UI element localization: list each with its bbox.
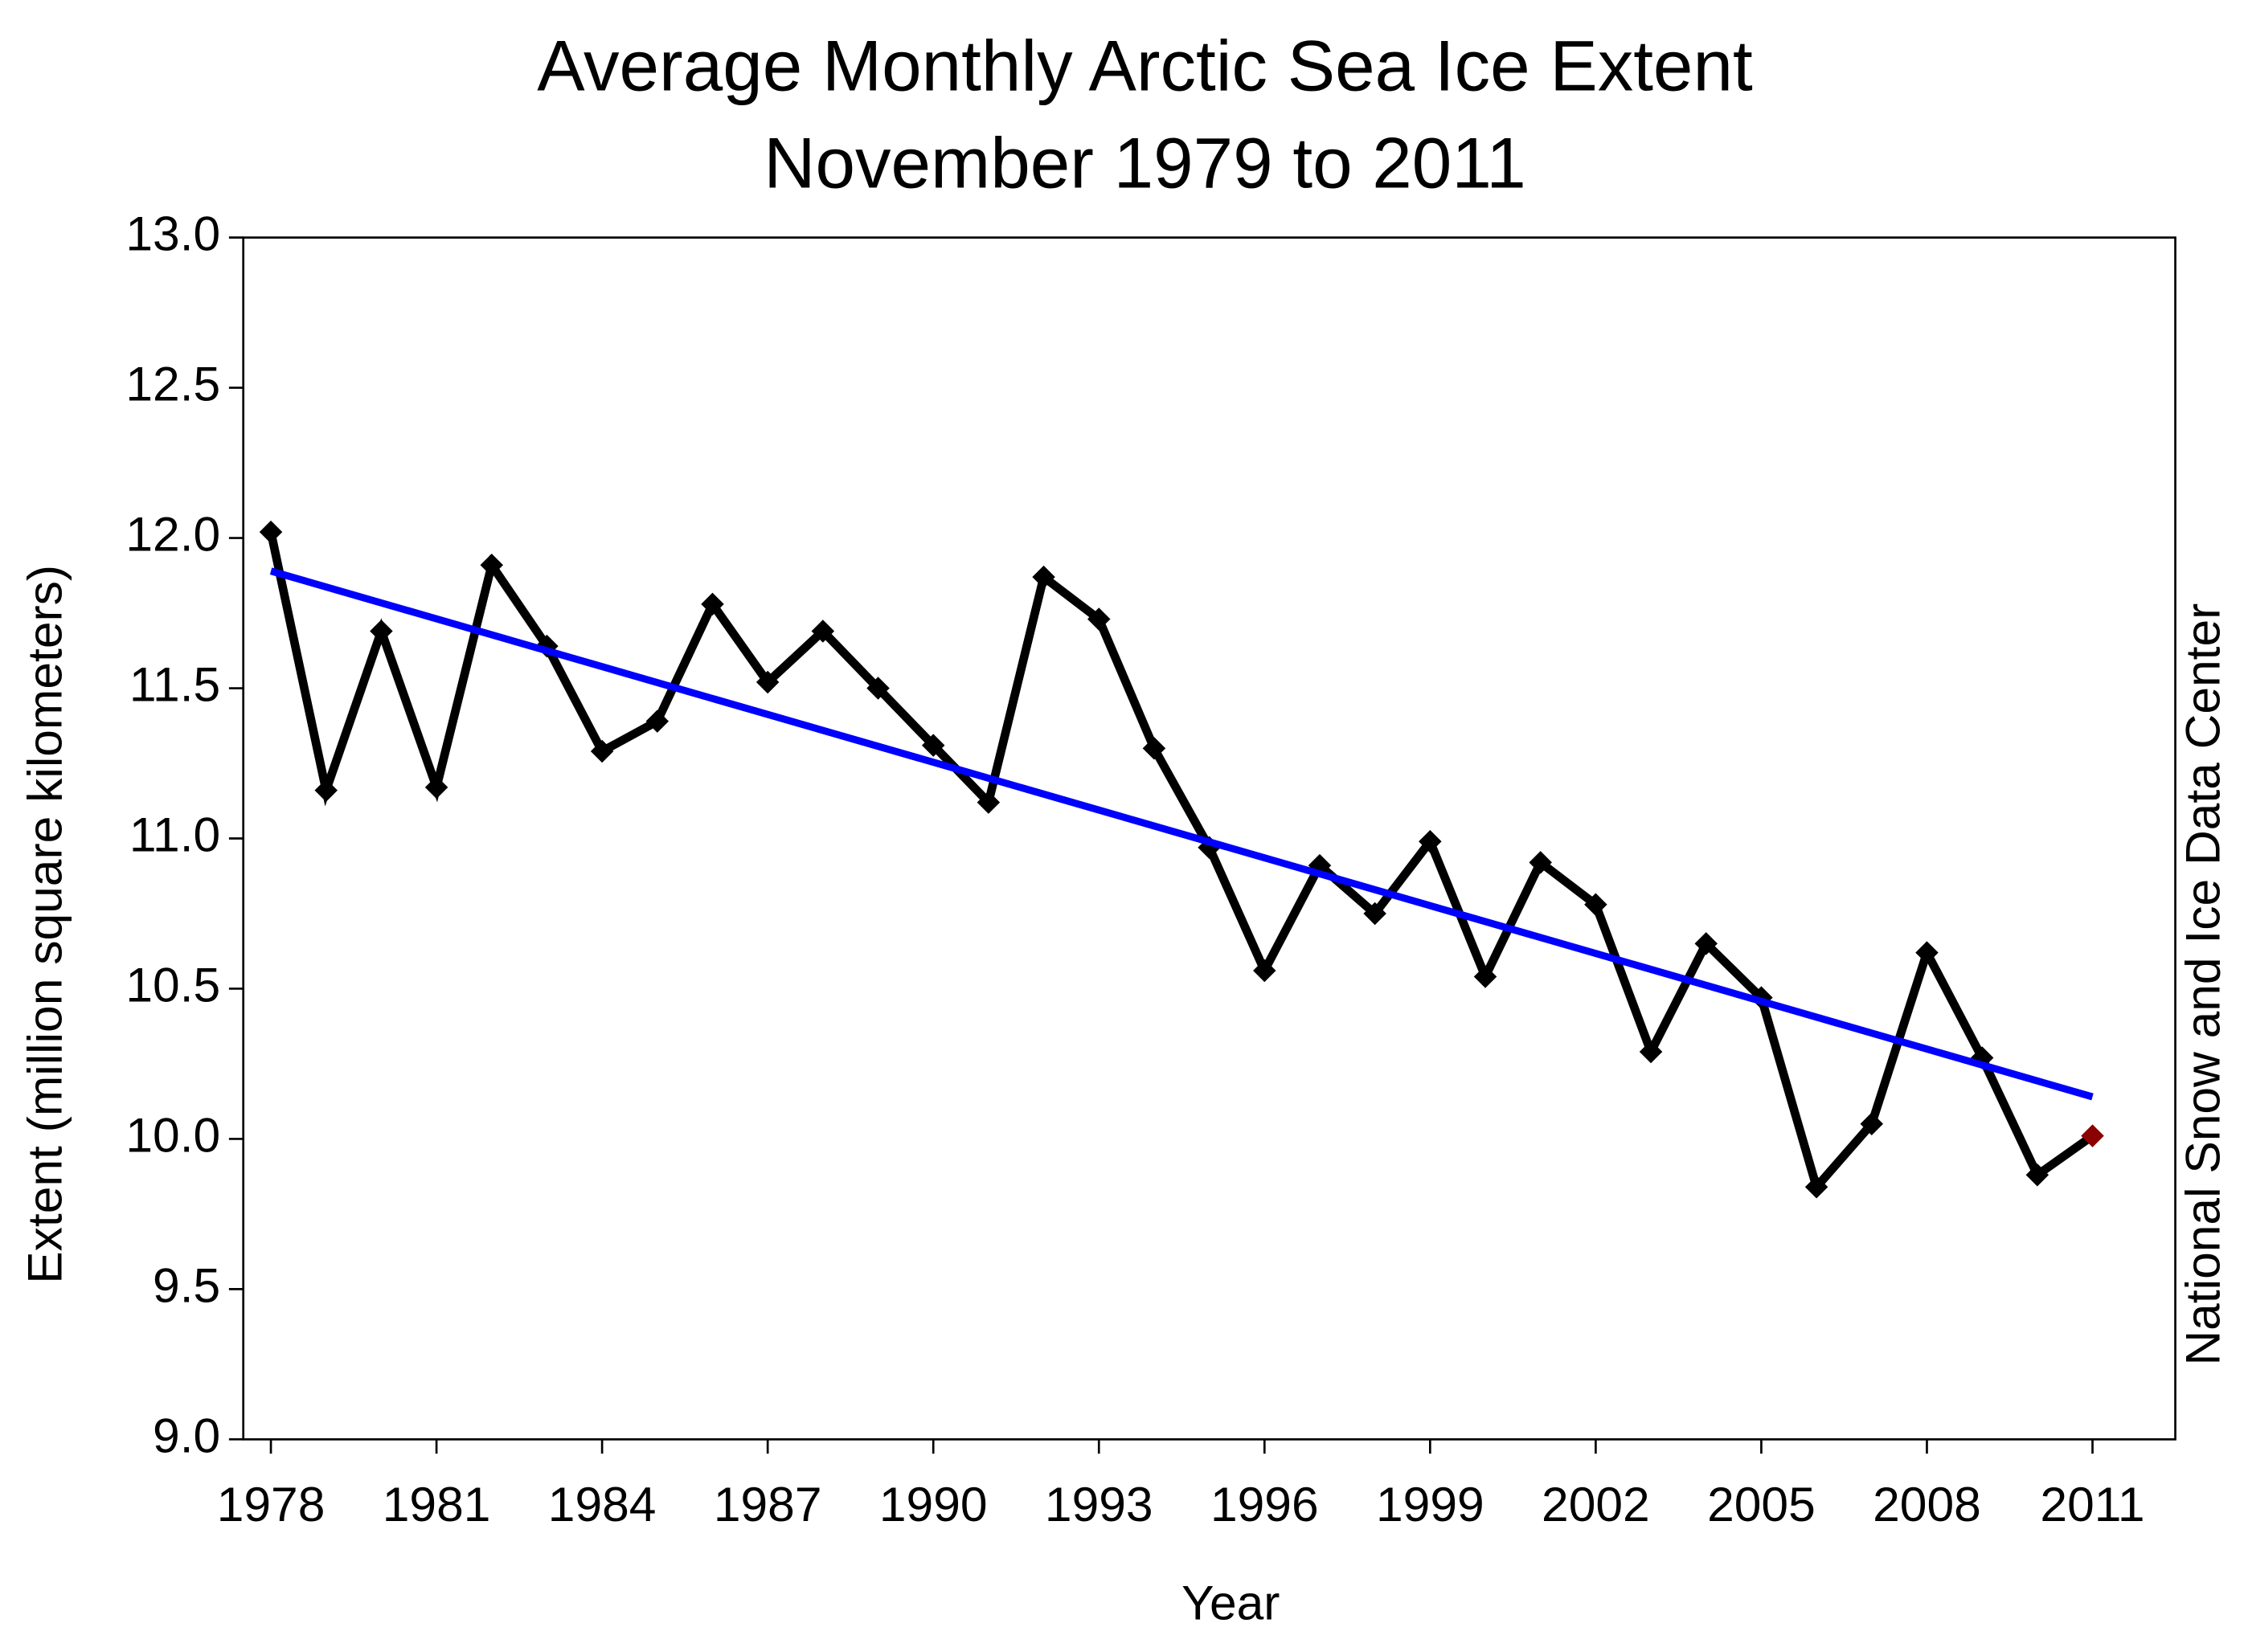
- source-label: National Snow and Ice Data Center: [2176, 603, 2230, 1366]
- x-tick-label: 1996: [1210, 1477, 1319, 1531]
- data-point: [2081, 1124, 2104, 1147]
- x-tick-label: 1990: [879, 1477, 988, 1531]
- y-tick-label: 9.5: [153, 1257, 220, 1312]
- x-tick-label: 1978: [217, 1477, 326, 1531]
- y-tick-label: 12.0: [125, 507, 220, 562]
- chart-subtitle: November 1979 to 2011: [764, 123, 1526, 203]
- x-tick-label: 2002: [1542, 1477, 1650, 1531]
- y-tick-label: 11.0: [129, 807, 220, 861]
- data-point: [1473, 965, 1497, 988]
- data-point: [424, 775, 448, 799]
- data-point: [921, 734, 945, 757]
- y-tick-label: 10.0: [125, 1107, 220, 1162]
- x-tick-label: 2011: [2040, 1477, 2144, 1531]
- x-tick-label: 1987: [714, 1477, 822, 1531]
- data-point: [1804, 1176, 1828, 1199]
- y-axis-label: Extent (million square kilometers): [18, 565, 72, 1284]
- data-point: [1860, 1112, 1884, 1135]
- data-point: [1142, 737, 1166, 760]
- y-tick-label: 9.0: [153, 1408, 220, 1462]
- y-tick-label: 12.5: [125, 357, 220, 411]
- x-tick-label: 1981: [383, 1477, 491, 1531]
- data-point: [1253, 959, 1276, 983]
- x-tick-label: 2005: [1707, 1477, 1816, 1531]
- x-tick-label: 1984: [548, 1477, 657, 1531]
- data-point: [314, 779, 338, 802]
- y-tick-label: 13.0: [125, 206, 220, 261]
- trend-line: [269, 567, 2094, 1101]
- data-point: [480, 553, 504, 577]
- x-axis-label: Year: [1181, 1576, 1280, 1630]
- data-point: [1639, 1040, 1663, 1064]
- y-tick-label: 10.5: [125, 957, 220, 1012]
- data-point: [645, 709, 670, 733]
- data-point: [1529, 851, 1552, 874]
- data-point: [1419, 829, 1442, 853]
- x-tick-label: 1999: [1376, 1477, 1484, 1531]
- data-point: [590, 739, 614, 763]
- chart-title: Average Monthly Arctic Sea Ice Extent: [537, 26, 1753, 106]
- x-tick-label: 2008: [1873, 1477, 1981, 1531]
- y-tick-label: 11.5: [129, 657, 220, 712]
- x-tick-label: 1993: [1045, 1477, 1153, 1531]
- data-point: [1363, 902, 1386, 926]
- data-line: [266, 530, 2095, 1196]
